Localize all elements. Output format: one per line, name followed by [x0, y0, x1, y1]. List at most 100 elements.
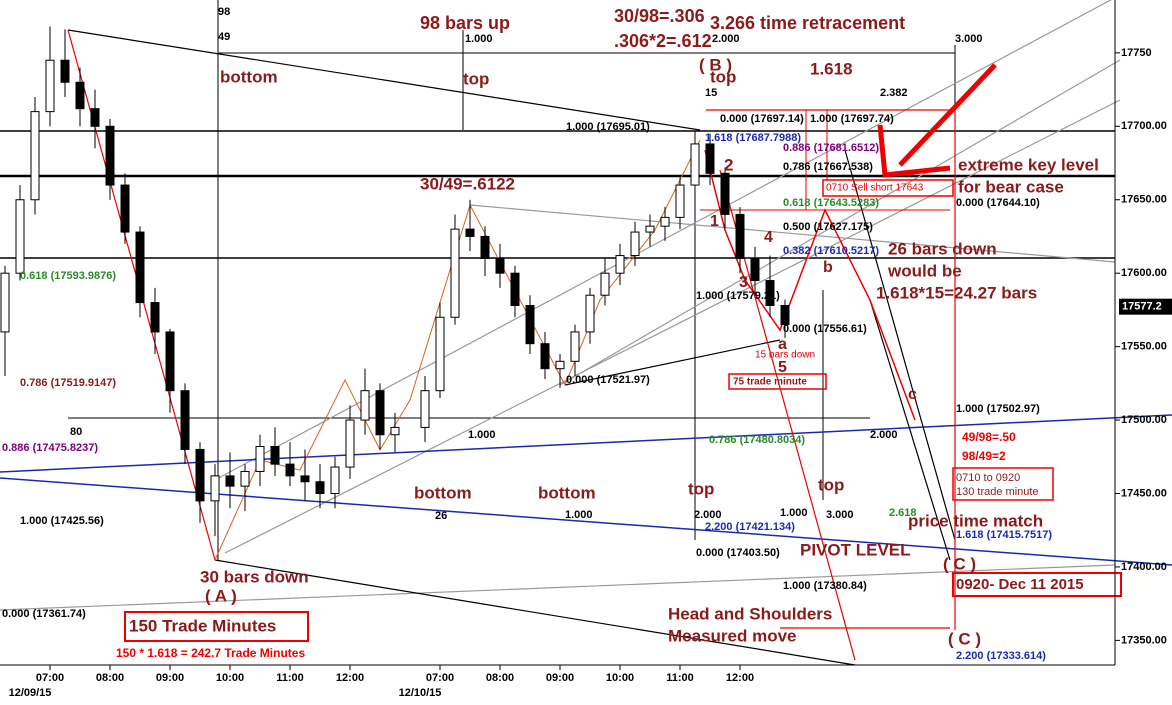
annotation: 0.000 (17644.10) [956, 197, 1040, 209]
candle-body [690, 143, 700, 186]
candle-body [195, 448, 205, 502]
annotation: Head and Shoulders [668, 604, 832, 623]
annotation: 0.786 (17519.9147) [20, 377, 116, 389]
annotation: a [778, 336, 787, 353]
candle-body [375, 390, 385, 436]
annotation: 26 [435, 510, 447, 522]
candle-body [660, 216, 670, 227]
annotation: 30/98=.306 [614, 6, 705, 26]
candle-body [495, 258, 505, 274]
annotation: .306*2=.612 [614, 31, 712, 51]
candle-body [585, 294, 595, 333]
annotation: 98/49=2 [962, 449, 1006, 463]
x-tick-label: 10:00 [216, 672, 244, 684]
annotation: 15 bars down [755, 350, 815, 361]
annotation: bottom [220, 67, 278, 86]
annotation: 2.618 [889, 507, 917, 519]
x-tick-label: 09:00 [156, 672, 184, 684]
annotation: top [463, 69, 489, 88]
x-tick-label: 11:00 [276, 672, 304, 684]
candle-body [360, 390, 370, 421]
annotation: 1.000 [465, 33, 493, 45]
annotation: top [688, 479, 714, 498]
candle-body [345, 419, 355, 468]
annotation: b [823, 259, 833, 276]
annotation: 49 [218, 31, 230, 43]
candle-body [735, 213, 745, 259]
candle-body [300, 475, 310, 483]
candle-body [555, 360, 565, 370]
annotation: 0.886 (17681.6512) [783, 142, 879, 154]
annotation: ( A ) [205, 586, 237, 605]
candle-body [600, 272, 610, 296]
annotation: 5 [778, 359, 787, 376]
annotation: price time match [908, 511, 1043, 530]
candle-body [315, 481, 325, 494]
annotation: 3.000 [955, 33, 983, 45]
candle-body [15, 199, 25, 274]
annotation: 0.000 (17361.74) [2, 608, 86, 620]
annotation: ( C ) [943, 554, 976, 573]
annotation: 0.618 (17593.9876) [20, 270, 116, 282]
annotation: 15 [705, 87, 717, 99]
y-tick-label: 17750 [1121, 47, 1152, 59]
annotation: 1.000 [565, 509, 593, 521]
annotation: 0.500 (17627.175) [783, 221, 873, 233]
candle-body [0, 272, 10, 333]
date-label: 12/09/15 [9, 687, 52, 699]
drawing-lines [0, 0, 1172, 666]
candle-body [720, 172, 730, 215]
candle-body [465, 228, 475, 237]
annotation: 98 [218, 6, 230, 18]
candle-body [510, 272, 520, 306]
annotation: top [710, 67, 736, 86]
annotation: 0.000 (17403.50) [696, 547, 780, 559]
annotation: 1.000 (17425.56) [20, 515, 104, 527]
annotation: 3 [739, 274, 748, 291]
annotation: ( B ) [699, 55, 732, 74]
candle-body [45, 59, 55, 113]
candle-body [420, 390, 430, 428]
candle-body [120, 184, 130, 233]
annotation: 0.618 (17643.5283) [783, 197, 879, 209]
annotation: 150 * 1.618 = 242.7 Trade Minutes [116, 646, 305, 660]
y-tick-label: 17600.00 [1121, 267, 1167, 279]
candle-body [225, 475, 235, 487]
annotation: ( C ) [948, 629, 981, 648]
annotation: 1.000 (17697.74) [810, 113, 894, 125]
candle-body [210, 475, 220, 502]
candle-body [525, 305, 535, 345]
y-tick-label: 17500.00 [1121, 414, 1167, 426]
candle-body [60, 59, 70, 83]
annotation: 1.000 (17380.84) [783, 580, 867, 592]
x-tick-label: 07:00 [36, 672, 64, 684]
candle-body [180, 390, 190, 450]
annotation: 26 bars down [888, 239, 997, 258]
y-tick-label: 17400.00 [1121, 561, 1167, 573]
candle-body [540, 343, 550, 370]
annotation: 1 [710, 213, 719, 230]
candle-body [150, 302, 160, 333]
candle-body [135, 231, 145, 304]
annotation: 4 [764, 229, 773, 246]
x-tick-label: 07:00 [426, 672, 454, 684]
annotation: 0.382 (17610.5217) [783, 245, 879, 257]
candle-body [270, 446, 280, 465]
x-tick-label: 08:00 [96, 672, 124, 684]
annotation: 2.200 (17333.614) [956, 650, 1046, 662]
candle-body [285, 463, 295, 477]
annotation: 130 trade minute [956, 486, 1039, 498]
annotation: 49/98=.50 [962, 430, 1016, 444]
annotation: 2.000 [870, 429, 898, 441]
annotation: 0.786 (17480.8034) [709, 434, 805, 446]
y-tick-label: 17350.00 [1121, 634, 1167, 646]
annotation: 0.786 (17667.538) [783, 161, 873, 173]
candles [0, 26, 790, 537]
last-price-label: 17577.2 [1122, 301, 1162, 313]
candle-body [165, 331, 175, 392]
y-tick-label: 17450.00 [1121, 487, 1167, 499]
annotation: extreme key level [958, 155, 1099, 174]
x-tick-label: 08:00 [486, 672, 514, 684]
